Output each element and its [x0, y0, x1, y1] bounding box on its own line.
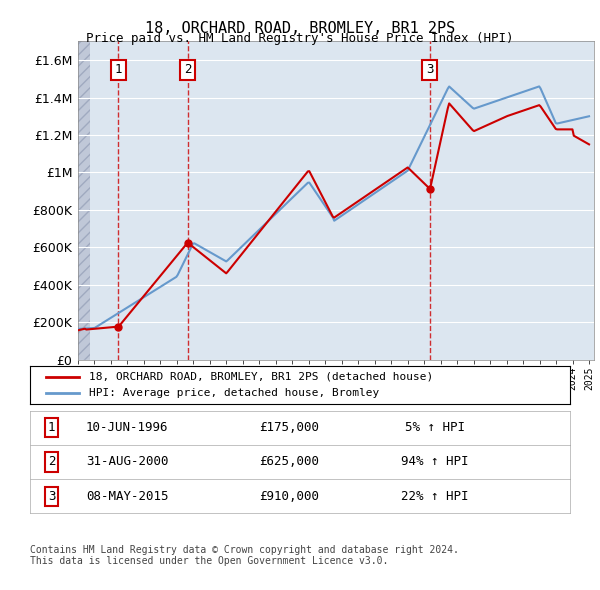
Text: 31-AUG-2000: 31-AUG-2000	[86, 455, 169, 468]
Text: HPI: Average price, detached house, Bromley: HPI: Average price, detached house, Brom…	[89, 388, 380, 398]
Text: Contains HM Land Registry data © Crown copyright and database right 2024.
This d: Contains HM Land Registry data © Crown c…	[30, 545, 459, 566]
Text: 3: 3	[48, 490, 55, 503]
Text: 2: 2	[184, 64, 191, 77]
Text: 2: 2	[48, 455, 55, 468]
Text: 08-MAY-2015: 08-MAY-2015	[86, 490, 169, 503]
Text: 3: 3	[426, 64, 434, 77]
Text: 1: 1	[48, 421, 55, 434]
Text: 18, ORCHARD ROAD, BROMLEY, BR1 2PS (detached house): 18, ORCHARD ROAD, BROMLEY, BR1 2PS (deta…	[89, 372, 434, 382]
Text: 10-JUN-1996: 10-JUN-1996	[86, 421, 169, 434]
Text: 5% ↑ HPI: 5% ↑ HPI	[405, 421, 465, 434]
Text: Price paid vs. HM Land Registry's House Price Index (HPI): Price paid vs. HM Land Registry's House …	[86, 32, 514, 45]
Text: 94% ↑ HPI: 94% ↑ HPI	[401, 455, 469, 468]
Text: 18, ORCHARD ROAD, BROMLEY, BR1 2PS: 18, ORCHARD ROAD, BROMLEY, BR1 2PS	[145, 21, 455, 35]
Text: £910,000: £910,000	[259, 490, 319, 503]
Text: 1: 1	[115, 64, 122, 77]
Text: £625,000: £625,000	[259, 455, 319, 468]
Text: £175,000: £175,000	[259, 421, 319, 434]
Text: 22% ↑ HPI: 22% ↑ HPI	[401, 490, 469, 503]
